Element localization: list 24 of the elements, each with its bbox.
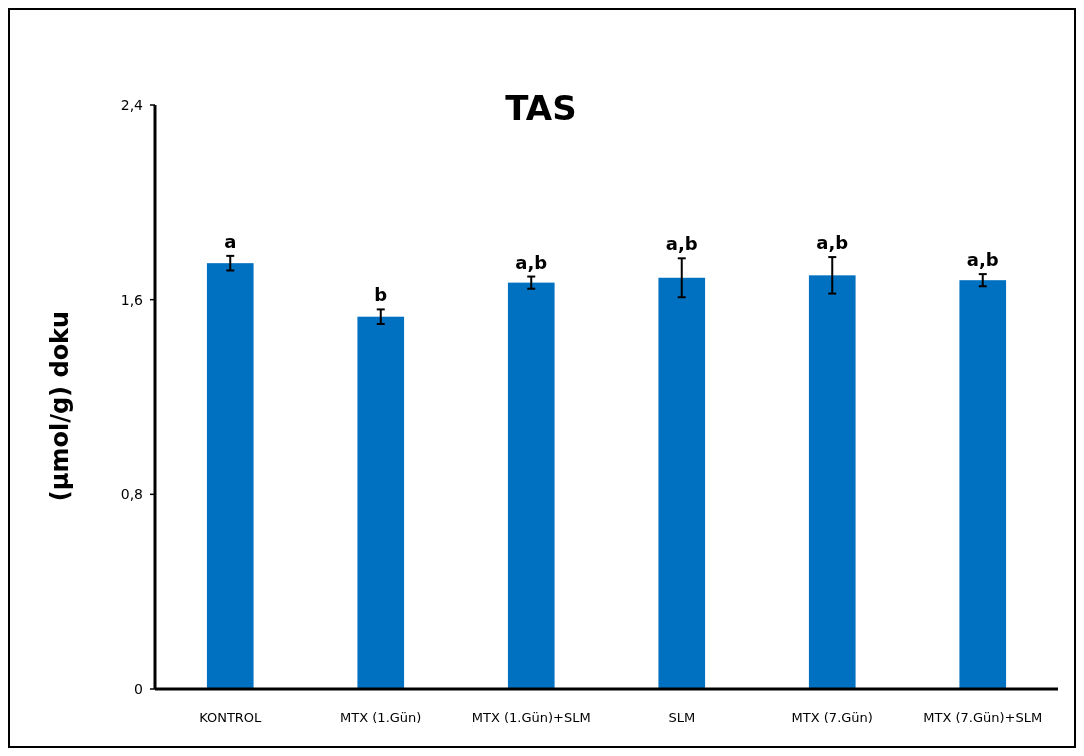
y-tick-label: 2,4 — [120, 96, 144, 113]
x-tick-label: MTX (7.Gün)+SLM — [923, 710, 1043, 725]
annotation: b — [374, 284, 388, 306]
y-tick-label: 1,6 — [120, 291, 144, 308]
x-tick-label: MTX (7.Gün) — [791, 710, 873, 725]
bar — [206, 263, 254, 689]
bar — [959, 280, 1007, 689]
x-tick-label: SLM — [668, 710, 696, 725]
x-tick-label: MTX (1.Gün)+SLM — [471, 710, 591, 725]
chart-title: TAS — [505, 88, 577, 128]
annotation: a — [224, 230, 237, 252]
bar — [658, 277, 706, 689]
annotation: a,b — [816, 232, 849, 254]
bar — [357, 316, 405, 689]
annotation: a,b — [515, 251, 548, 273]
bar — [808, 275, 856, 689]
y-tick-label: 0,8 — [120, 486, 143, 503]
x-tick-label: KONTROL — [199, 710, 263, 725]
bar — [507, 282, 555, 689]
annotation: a,b — [665, 233, 698, 255]
y-axis-title: (µmol/g) doku — [46, 310, 74, 502]
x-tick-label: MTX (1.Gün) — [340, 710, 422, 725]
annotation: a,b — [966, 249, 999, 271]
y-tick-label: 0 — [134, 680, 143, 697]
